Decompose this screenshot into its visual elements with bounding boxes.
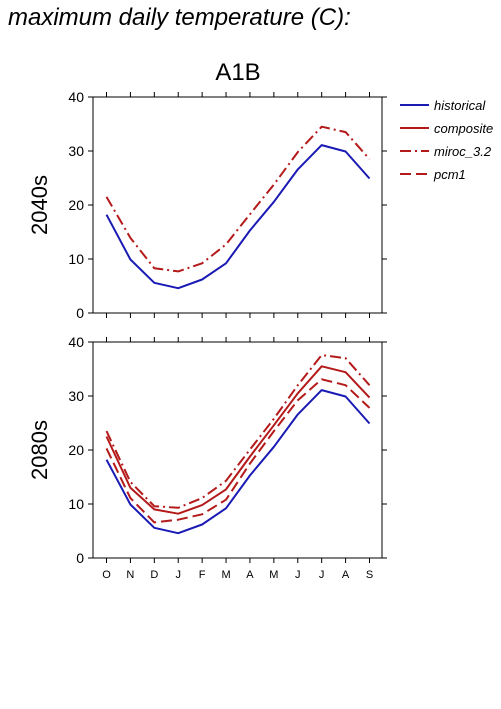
x-tick-label: J bbox=[319, 569, 325, 581]
legend-label: historical bbox=[434, 98, 486, 113]
y-tick-label: 30 bbox=[68, 388, 84, 404]
legend-label: composite bbox=[434, 121, 493, 136]
y-tick-label: 40 bbox=[68, 89, 84, 105]
page-heading: maximum daily temperature (C): bbox=[8, 4, 351, 31]
x-tick-label: D bbox=[150, 569, 158, 581]
y-tick-label: 0 bbox=[76, 305, 84, 321]
x-tick-label: A bbox=[246, 569, 254, 581]
plot-frame bbox=[92, 96, 383, 314]
y-tick-label: 20 bbox=[68, 442, 84, 458]
y-tick-label: 20 bbox=[68, 197, 84, 213]
series-miroc-3-2-line bbox=[105, 125, 371, 273]
y-tick-label: 30 bbox=[68, 143, 84, 159]
chart-legend: historical composite miroc_3.2 pcm1 bbox=[400, 98, 493, 182]
x-tick-label: N bbox=[126, 569, 134, 581]
series-pcm1-line bbox=[105, 378, 371, 524]
x-tick-label: O bbox=[102, 569, 111, 581]
x-tick-label: M bbox=[221, 569, 230, 581]
series-historical-line bbox=[105, 389, 371, 535]
chart-panels: 0 10 20 30 40 2040s 0 10 20 30 40 O N D J F M A M J J A S 2080s bbox=[27, 89, 387, 581]
y-tick-label: 10 bbox=[68, 251, 84, 267]
y-tick-label: 40 bbox=[68, 334, 84, 350]
y-axis-label: 2040s bbox=[27, 175, 52, 235]
x-tick-label: J bbox=[295, 569, 301, 581]
x-tick-label: S bbox=[366, 569, 373, 581]
panel-1: 0 10 20 30 40 O N D J F M A M J J A S 2080s bbox=[27, 334, 387, 581]
series-composite-line bbox=[105, 365, 371, 515]
x-tick-label: J bbox=[175, 569, 181, 581]
series-historical-line bbox=[105, 144, 371, 290]
y-tick-label: 0 bbox=[76, 550, 84, 566]
y-tick-label: 10 bbox=[68, 496, 84, 512]
y-axis-label: 2080s bbox=[27, 420, 52, 480]
legend-label: pcm1 bbox=[433, 167, 466, 182]
x-tick-label: A bbox=[342, 569, 350, 581]
x-tick-label: M bbox=[269, 569, 278, 581]
x-tick-label: F bbox=[199, 569, 206, 581]
panel-0: 0 10 20 30 40 2040s bbox=[27, 89, 387, 321]
legend-label: miroc_3.2 bbox=[434, 144, 492, 159]
plot-frame bbox=[92, 341, 383, 559]
series-miroc-3-2-line bbox=[105, 354, 371, 509]
chart-title: A1B bbox=[215, 59, 260, 86]
